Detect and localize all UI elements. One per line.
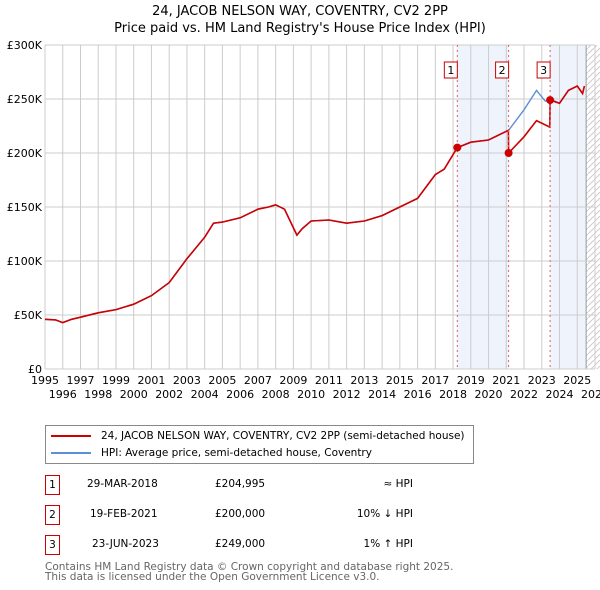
table-row: 3 23-JUN-2023 £249,000 1% ↑ HPI (45, 535, 445, 556)
legend-swatch (51, 452, 91, 454)
legend: 24, JACOB NELSON WAY, COVENTRY, CV2 2PP … (45, 425, 474, 464)
sale-price: £204,995 (215, 478, 266, 490)
legend-item-hpi: HPI: Average price, semi-detached house,… (51, 447, 372, 459)
x-tick-label: 2021 (492, 374, 520, 387)
x-tick-label: 2017 (421, 374, 449, 387)
x-tick-label: 2014 (368, 388, 396, 401)
sale-marker-box (495, 61, 510, 79)
price-chart: 1 2 31995199619971998199920002001200220032… (7, 39, 600, 401)
sale-point (453, 143, 462, 152)
y-tick-label: £150K (7, 201, 43, 214)
sale-date: 19-FEB-2021 (90, 508, 158, 520)
sale-marker-label: 1 (447, 64, 454, 77)
x-tick-label: 2012 (333, 388, 361, 401)
x-tick-label: 2013 (350, 374, 378, 387)
x-tick-label: 2008 (262, 388, 290, 401)
sale-price: £200,000 (215, 508, 266, 520)
x-tick-label: 2001 (137, 374, 165, 387)
table-row: 1 29-MAR-2018 £204,995 ≈ HPI (45, 475, 445, 496)
sale-number: 2 (45, 505, 60, 525)
sale-marker-label: 3 (540, 64, 547, 77)
x-tick-label: 2011 (315, 374, 343, 387)
sale-marker-box (443, 61, 458, 79)
y-tick-label: £300K (7, 39, 43, 52)
x-tick-label: 1995 (31, 374, 59, 387)
property-price-line (44, 84, 586, 324)
x-tick-label: 2022 (510, 388, 538, 401)
sale-point (504, 149, 513, 157)
legend-label: 24, JACOB NELSON WAY, COVENTRY, CV2 2PP … (101, 430, 465, 442)
legend-swatch (51, 435, 91, 437)
x-tick-label: 2005 (208, 374, 236, 387)
footer-copyright: Contains HM Land Registry data © Crown c… (45, 561, 454, 573)
y-tick-label: £50K (14, 309, 43, 322)
x-tick-label: 2025 (563, 374, 591, 387)
y-tick-label: £100K (7, 255, 43, 268)
legend-label: HPI: Average price, semi-detached house,… (101, 447, 372, 459)
x-tick-label: 2018 (439, 388, 467, 401)
x-tick-label: 2010 (297, 388, 325, 401)
x-tick-label: 2019 (457, 374, 485, 387)
x-tick-label: 2016 (404, 388, 432, 401)
y-tick-label: £250K (7, 93, 43, 106)
x-tick-label: 2023 (528, 374, 556, 387)
x-tick-label: 1998 (84, 388, 112, 401)
x-tick-label: 2004 (191, 388, 219, 401)
sale-marker-box (536, 61, 551, 79)
x-tick-label: 2003 (173, 374, 201, 387)
x-tick-label: 2000 (120, 388, 148, 401)
x-tick-label: 2009 (279, 374, 307, 387)
x-tick-label: 2024 (546, 388, 574, 401)
y-tick-label: £200K (7, 147, 43, 160)
sale-point (546, 96, 555, 105)
x-tick-label: 2026 (581, 388, 600, 401)
sale-hpi-relation: ≈ HPI (383, 478, 413, 490)
chart-subtitle: Price paid vs. HM Land Registry's House … (114, 21, 486, 36)
y-tick-label: £0 (28, 363, 42, 376)
sale-price: £249,000 (215, 538, 266, 550)
x-tick-label: 1996 (49, 388, 77, 401)
x-tick-label: 2007 (244, 374, 272, 387)
x-tick-label: 2002 (155, 388, 183, 401)
x-tick-label: 1999 (102, 374, 130, 387)
x-tick-label: 2006 (226, 388, 254, 401)
x-tick-label: 1997 (66, 374, 94, 387)
x-tick-label: 2020 (475, 388, 503, 401)
chart-title: 24, JACOB NELSON WAY, COVENTRY, CV2 2PP (152, 4, 448, 19)
sale-marker-label: 2 (499, 64, 506, 77)
legend-item-property: 24, JACOB NELSON WAY, COVENTRY, CV2 2PP … (51, 430, 465, 442)
sale-hpi-relation: 1% ↑ HPI (363, 538, 413, 550)
sale-number: 3 (45, 535, 60, 555)
footer-licence: This data is licensed under the Open Gov… (45, 571, 380, 583)
sale-number: 1 (45, 475, 60, 495)
sale-date: 29-MAR-2018 (87, 478, 158, 490)
x-tick-label: 2015 (386, 374, 414, 387)
table-row: 2 19-FEB-2021 £200,000 10% ↓ HPI (45, 505, 445, 526)
sale-date: 23-JUN-2023 (92, 538, 159, 550)
sale-hpi-relation: 10% ↓ HPI (356, 508, 413, 520)
